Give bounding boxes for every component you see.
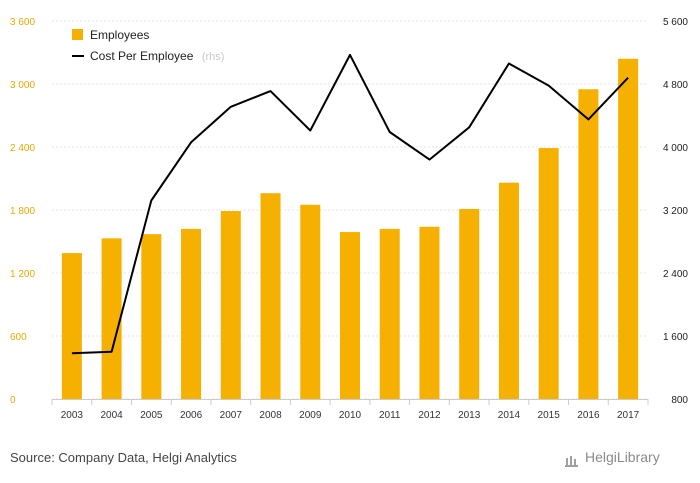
brand-logo: HelgiLibrary: [585, 449, 660, 465]
x-tick-label: 2010: [339, 410, 362, 421]
x-tick-label: 2006: [180, 410, 203, 421]
right-tick-label: 3 200: [663, 206, 688, 217]
right-tick-label: 800: [671, 395, 688, 406]
x-tick-label: 2017: [617, 410, 640, 421]
bar-employees-2003: [61, 253, 82, 399]
x-tick-label: 2011: [379, 410, 401, 421]
legend-swatch-employees: [72, 29, 83, 40]
left-tick-label: 3 000: [10, 80, 35, 91]
bar-employees-2005: [141, 234, 162, 399]
right-tick-label: 4 800: [663, 80, 688, 91]
line-cost-per-employee: [71, 53, 629, 355]
legend: Employees Cost Per Employee (rhs): [72, 28, 224, 64]
right-tick-label: 2 400: [663, 269, 688, 280]
bar-employees-2010: [340, 232, 360, 399]
legend-note-rhs: (rhs): [202, 51, 225, 63]
left-axis: 0 600 1 200 1 800 2 400 3 000 3 600: [10, 17, 35, 406]
left-tick-label: 1 200: [10, 269, 35, 280]
x-tick-label: 2008: [259, 410, 282, 421]
left-tick-label: 2 400: [10, 143, 35, 154]
bar-employees-2006: [181, 228, 202, 399]
left-tick-label: 3 600: [10, 17, 35, 28]
x-tick-label: 2005: [140, 410, 163, 421]
library-icon: [565, 456, 578, 467]
legend-label-cost: Cost Per Employee: [90, 49, 194, 63]
legend-label-employees: Employees: [90, 28, 149, 42]
bar-employees-2016: [578, 89, 599, 399]
line-series: [71, 53, 629, 355]
bar-employees-2011: [379, 228, 400, 399]
bar-employees-2015: [538, 148, 559, 399]
x-tick-label: 2013: [458, 410, 481, 421]
x-tick-label: 2007: [220, 410, 243, 421]
x-axis: 2003 2004 2005 2006 2007 2008 2009 2010 2011 2012…: [51, 399, 649, 421]
bar-employees-2007: [220, 211, 241, 399]
left-tick-label: 0: [10, 395, 16, 406]
x-tick-label: 2009: [299, 410, 322, 421]
bar-employees-2017: [618, 58, 639, 400]
bar-employees-2013: [459, 208, 480, 399]
x-tick-label: 2004: [100, 410, 123, 421]
x-tick-label: 2016: [577, 410, 600, 421]
x-tick-label: 2003: [61, 410, 84, 421]
bar-employees-2014: [498, 182, 519, 399]
left-tick-label: 600: [10, 332, 27, 343]
right-tick-label: 1 600: [663, 332, 688, 343]
bar-series: [61, 58, 639, 400]
source-text: Source: Company Data, Helgi Analytics: [10, 450, 237, 465]
right-tick-label: 5 600: [663, 17, 688, 28]
bar-employees-2009: [300, 204, 321, 399]
legend-label-cost-group: Cost Per Employee (rhs): [90, 47, 224, 64]
bar-employees-2004: [101, 238, 122, 399]
x-tick-label: 2015: [538, 410, 561, 421]
right-tick-label: 4 000: [663, 143, 688, 154]
bar-employees-2008: [260, 193, 281, 399]
x-tick-label: 2012: [418, 410, 441, 421]
right-axis: 800 1 600 2 400 3 200 4 000 4 800 5 600: [663, 17, 688, 406]
left-tick-label: 1 800: [10, 206, 35, 217]
x-tick-label: 2014: [498, 410, 521, 421]
bar-employees-2012: [419, 226, 440, 399]
